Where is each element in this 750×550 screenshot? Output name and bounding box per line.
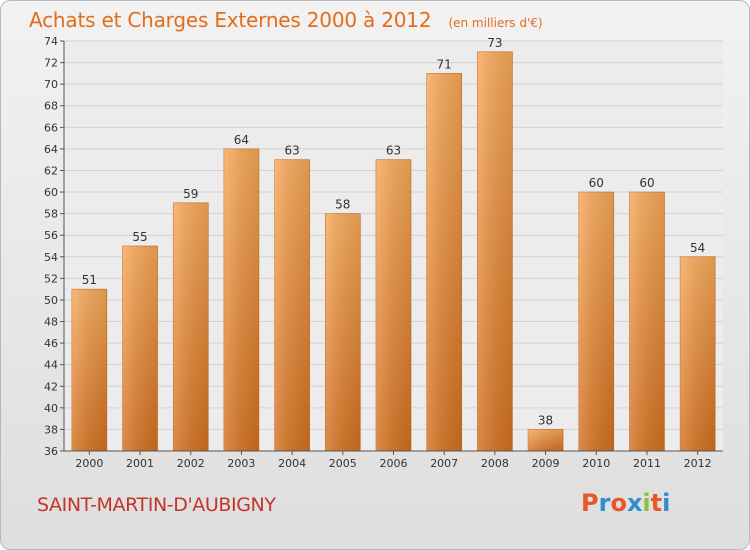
x-tick-label: 2004 xyxy=(278,457,306,470)
y-tick-label: 56 xyxy=(44,229,58,242)
y-tick-label: 38 xyxy=(44,423,58,436)
bar-shading xyxy=(528,429,564,451)
bar-shading xyxy=(376,159,411,451)
proxiti-logo: Proxiti xyxy=(581,489,670,517)
y-tick-label: 46 xyxy=(44,337,58,350)
x-tick-label: 2001 xyxy=(126,457,154,470)
bar-shading xyxy=(71,289,107,451)
x-tick-label: 2010 xyxy=(582,457,610,470)
bar-value-label: 64 xyxy=(234,133,249,147)
bar-value-label: 71 xyxy=(437,57,452,71)
bar-shading xyxy=(578,192,614,452)
bar-shading xyxy=(629,192,665,452)
bar-shading xyxy=(426,73,462,452)
bar-shading xyxy=(477,51,513,451)
logo-letter: P xyxy=(581,489,599,517)
bar-value-label: 55 xyxy=(132,230,147,244)
x-tick-label: 2006 xyxy=(380,457,408,470)
y-tick-label: 54 xyxy=(44,251,58,264)
bar-value-label: 59 xyxy=(183,187,198,201)
logo-letter: r xyxy=(598,489,611,517)
y-tick-label: 48 xyxy=(44,316,58,329)
y-tick-label: 36 xyxy=(44,445,58,458)
logo-letter: x xyxy=(626,489,643,517)
y-tick-label: 74 xyxy=(44,35,58,48)
chart-title-row: Achats et Charges Externes 2000 à 2012 (… xyxy=(29,8,543,32)
bar-shading xyxy=(325,213,361,451)
y-tick-label: 62 xyxy=(44,164,58,177)
y-tick-label: 64 xyxy=(44,143,58,156)
x-tick-label: 2003 xyxy=(227,457,255,470)
x-tick-label: 2000 xyxy=(75,457,103,470)
x-tick-label: 2002 xyxy=(177,457,205,470)
bar-value-label: 73 xyxy=(487,36,502,50)
bar-value-label: 63 xyxy=(386,144,401,158)
y-tick-label: 72 xyxy=(44,57,58,70)
y-tick-label: 58 xyxy=(44,208,58,221)
logo-letter: o xyxy=(610,489,627,517)
y-tick-label: 60 xyxy=(44,186,58,199)
x-tick-label: 2008 xyxy=(481,457,509,470)
x-tick-label: 2011 xyxy=(633,457,661,470)
y-tick-label: 66 xyxy=(44,121,58,134)
x-tick-label: 2007 xyxy=(430,457,458,470)
bar-shading xyxy=(274,159,310,451)
bar-shading xyxy=(122,246,158,451)
place-name: SAINT-MARTIN-D'AUBIGNY xyxy=(37,494,276,516)
bar-value-label: 54 xyxy=(690,241,705,255)
chart-subtitle: (en milliers d'€) xyxy=(448,16,543,30)
bar-value-label: 63 xyxy=(284,144,299,158)
y-tick-label: 42 xyxy=(44,380,58,393)
y-tick-label: 70 xyxy=(44,78,58,91)
axes: 36 38 40 42 44 46 48 50 52 54 56 58 60 62 64 66 68 70 72 74… xyxy=(44,35,723,470)
x-tick-label: 2012 xyxy=(684,457,712,470)
bars: 51 55 59 64 63 58 63 71 73 38 60 60 54 xyxy=(71,36,716,452)
y-tick-label: 50 xyxy=(44,294,58,307)
bar-value-label: 60 xyxy=(639,176,654,190)
logo-letter: t xyxy=(650,489,663,517)
y-tick-label: 52 xyxy=(44,272,58,285)
y-tick-label: 44 xyxy=(44,359,58,372)
bar-value-label: 58 xyxy=(335,198,350,212)
x-tick-label: 2009 xyxy=(532,457,560,470)
bar-value-label: 51 xyxy=(82,273,97,287)
y-tick-label: 40 xyxy=(44,402,58,415)
bar-value-label: 38 xyxy=(538,413,553,427)
chart-title: Achats et Charges Externes 2000 à 2012 xyxy=(29,8,432,32)
logo-letter: i xyxy=(662,489,671,517)
bar-shading xyxy=(680,256,716,451)
bar-shading xyxy=(173,202,209,451)
bar-value-label: 60 xyxy=(589,176,604,190)
x-tick-label: 2005 xyxy=(329,457,357,470)
y-tick-label: 68 xyxy=(44,100,58,113)
logo-letter: i xyxy=(642,489,651,517)
bar-shading xyxy=(223,148,259,452)
